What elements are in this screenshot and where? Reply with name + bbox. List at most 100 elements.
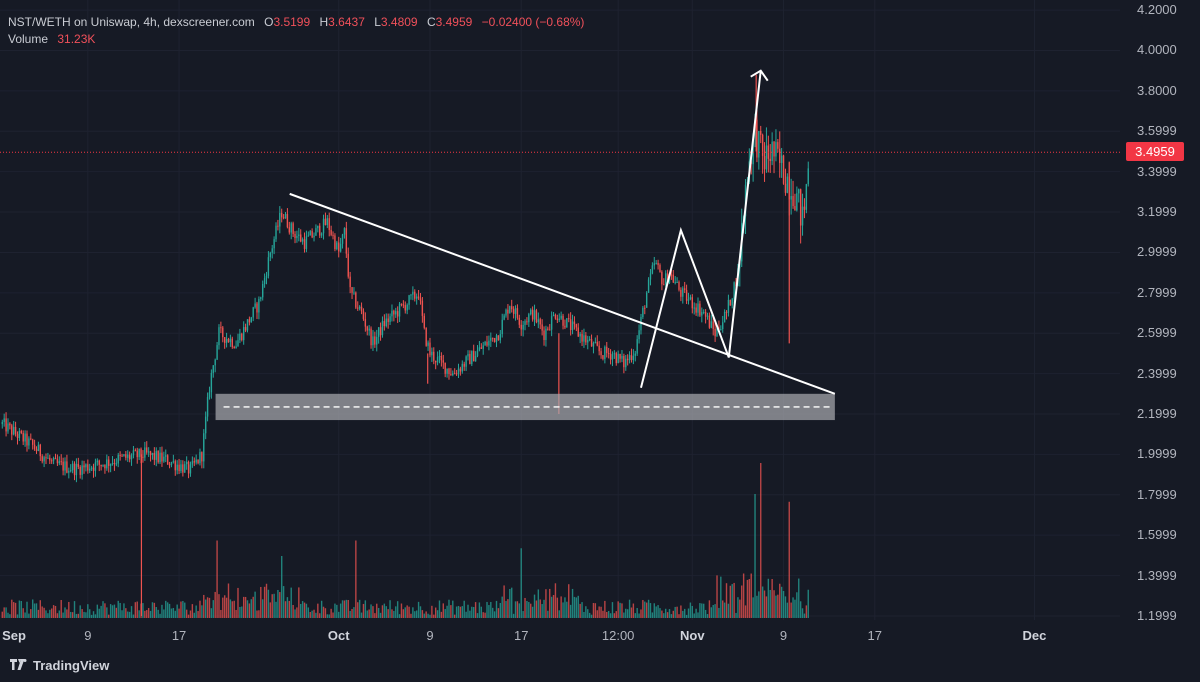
candle-body <box>31 439 34 445</box>
volume-bar <box>733 582 735 618</box>
candle-body <box>357 307 359 309</box>
volume-value: 31.23K <box>57 32 96 46</box>
volume-bar <box>265 583 268 618</box>
volume-bar <box>771 579 773 618</box>
volume-bar <box>178 608 180 618</box>
candle-body <box>317 225 319 229</box>
volume-bar <box>218 594 220 618</box>
volume-bar <box>507 599 509 618</box>
volume-bar <box>742 573 745 618</box>
volume-bar <box>457 605 460 618</box>
candle-body <box>166 455 169 465</box>
volume-bar <box>332 612 334 618</box>
volume-bar <box>89 609 91 618</box>
candle-body <box>497 335 500 341</box>
candle-body <box>170 462 173 465</box>
volume-bar <box>501 596 503 618</box>
candle-body <box>780 155 783 163</box>
candle-body <box>676 282 678 284</box>
volume-bar <box>1 611 3 618</box>
candle-body <box>117 454 119 464</box>
volume-bar <box>381 605 384 618</box>
volume-bar <box>102 601 104 618</box>
volume-bar <box>786 602 789 618</box>
candle-body <box>362 311 365 319</box>
volume-bar <box>425 611 427 618</box>
candle-body <box>227 338 230 343</box>
volume-bar <box>421 610 424 618</box>
volume-bar <box>697 612 699 618</box>
candle-body <box>571 321 574 331</box>
volume-bar <box>659 608 661 618</box>
volume-bar <box>11 599 13 618</box>
volume-bar <box>600 606 602 618</box>
candle-body <box>108 459 110 466</box>
volume-bar <box>326 614 329 618</box>
volume-bar <box>725 583 728 618</box>
support-zone[interactable] <box>215 393 835 421</box>
volume-bar <box>73 601 76 618</box>
candle-body <box>286 213 289 228</box>
candle-body <box>381 321 384 336</box>
volume-bar <box>92 611 95 618</box>
volume-bar <box>159 613 161 618</box>
drawing-overlays[interactable] <box>289 69 836 395</box>
candle-body <box>262 284 264 298</box>
volume-bar <box>79 605 81 618</box>
candle-body <box>663 284 665 286</box>
volume-bar <box>777 594 779 618</box>
candle-body <box>779 148 781 163</box>
candle-body <box>799 189 802 226</box>
volume-bar <box>189 610 192 618</box>
volume-bar <box>434 607 437 618</box>
volume-bar <box>499 602 502 618</box>
volume-bar <box>172 607 175 618</box>
volume-bar <box>526 601 528 618</box>
tradingview-brand[interactable]: TradingView <box>10 658 109 673</box>
time-axis-label: 9 <box>84 628 92 643</box>
candle-body <box>225 338 228 343</box>
volume-bar <box>621 603 623 618</box>
volume-bar <box>571 588 574 618</box>
volume-bar <box>225 597 228 618</box>
volume-bar <box>387 609 389 618</box>
candle-body <box>461 363 463 372</box>
volume-bar <box>132 614 135 618</box>
volume-bar <box>541 604 543 618</box>
volume-bar <box>446 605 448 618</box>
candle-body <box>138 448 140 458</box>
volume-bar <box>94 614 97 618</box>
high-value: 3.6437 <box>328 15 365 29</box>
candle-body <box>199 452 201 464</box>
volume-bar <box>528 602 530 618</box>
volume-bar <box>239 606 241 618</box>
candle-body <box>588 339 591 341</box>
volume-bar <box>334 603 336 618</box>
volume-bar <box>322 606 325 618</box>
candle-body <box>518 317 521 325</box>
volume-bar <box>163 609 165 618</box>
candle-body <box>165 455 167 457</box>
volume-bar <box>288 600 291 618</box>
volume-bar <box>176 604 178 618</box>
candle-body <box>277 225 279 227</box>
volume-bar <box>628 599 631 618</box>
candle-body <box>522 324 524 330</box>
volume-bar <box>241 606 243 618</box>
candle-body <box>319 225 321 236</box>
candle-body <box>596 341 598 346</box>
volume-bar <box>115 607 118 618</box>
candle-body <box>704 311 707 317</box>
candle-body <box>184 464 186 473</box>
volume-bar <box>339 603 342 618</box>
volume-bar <box>623 612 625 618</box>
candle-body <box>607 353 610 355</box>
candle-body <box>805 184 808 210</box>
candle-body <box>552 314 555 317</box>
volume-bar <box>708 600 711 618</box>
volume-bar <box>718 607 720 618</box>
volume-bar <box>35 603 38 618</box>
candle-body <box>632 355 635 361</box>
